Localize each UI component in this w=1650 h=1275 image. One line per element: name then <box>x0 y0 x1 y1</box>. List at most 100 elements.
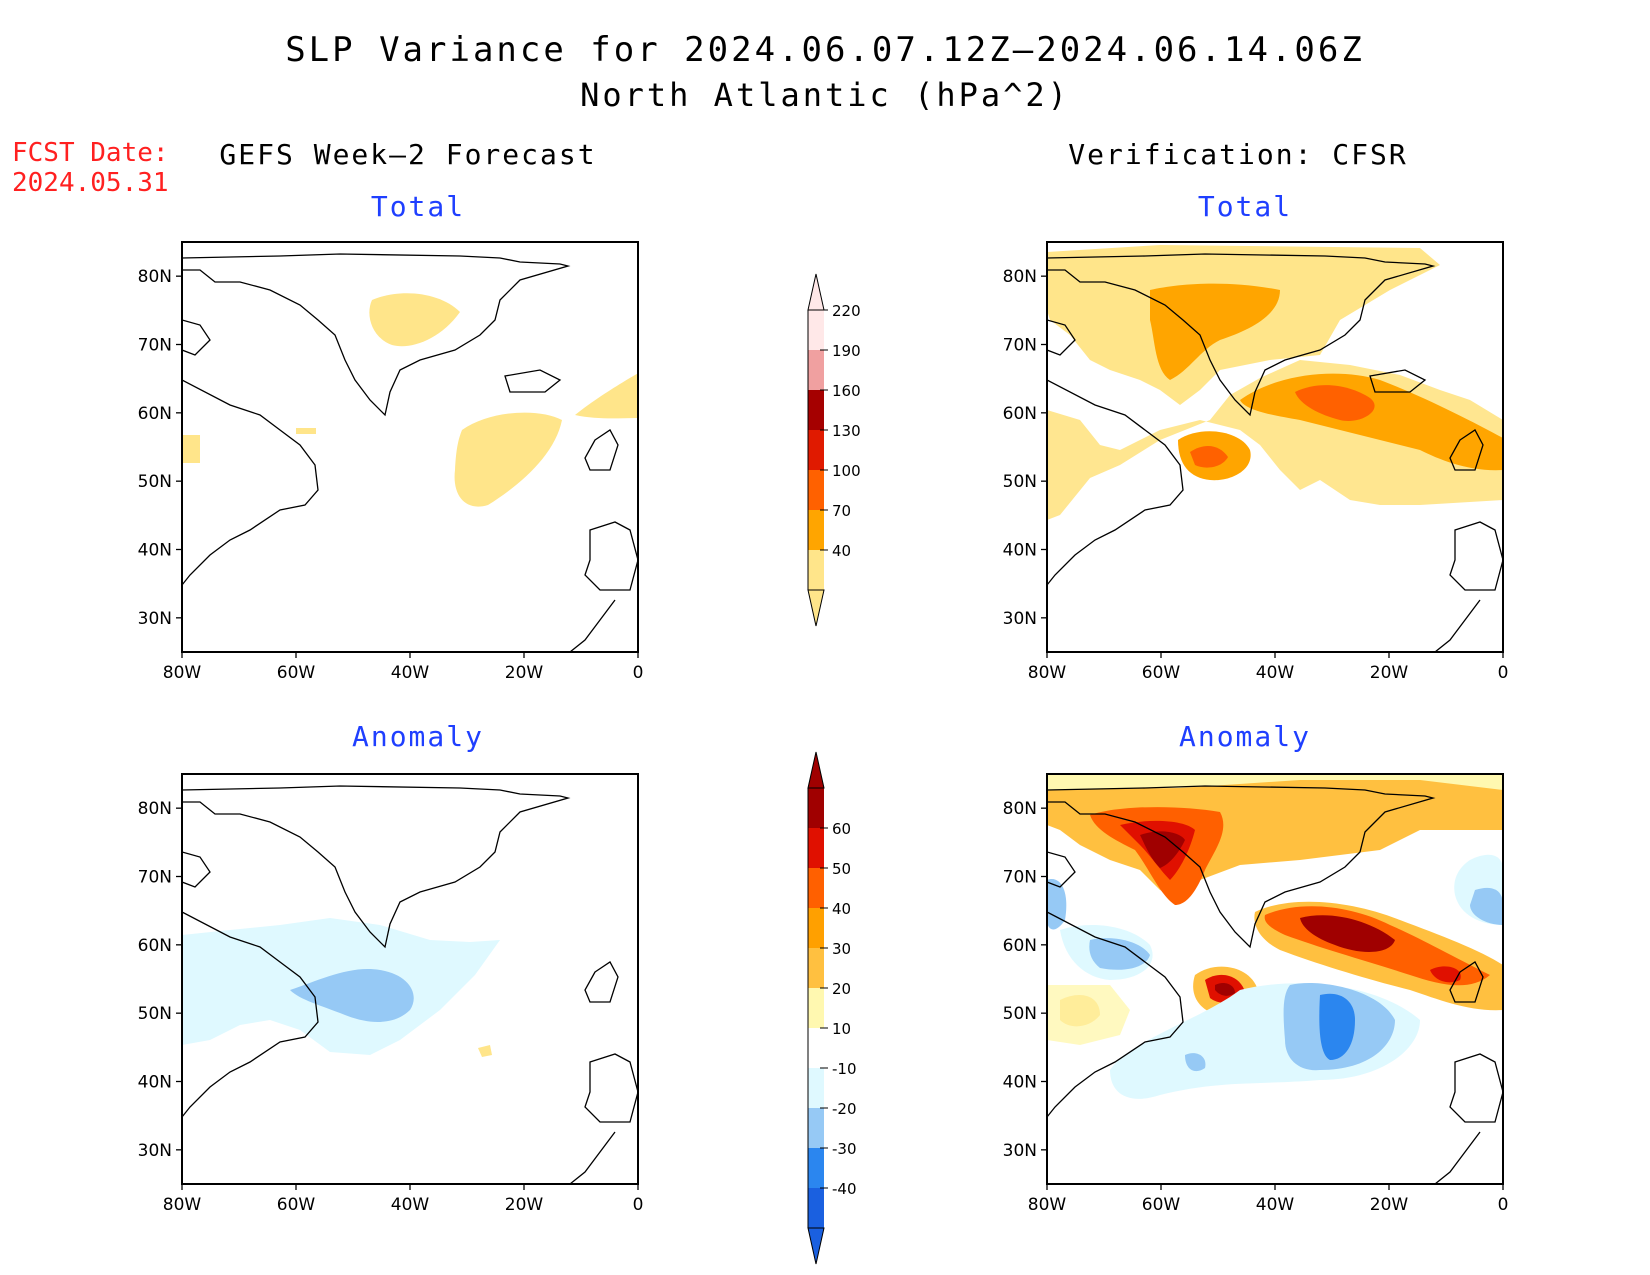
verification-total-title: Total <box>1197 190 1293 223</box>
lat-tick-label: 70N <box>138 336 172 356</box>
forecast-total-panel <box>181 241 639 653</box>
lat-tick-label: 80N <box>1003 267 1037 287</box>
lat-tick-label: 60N <box>138 936 172 956</box>
lon-tick-label: 20W <box>505 1195 544 1215</box>
lon-tick-label: 80W <box>163 1195 202 1215</box>
colorbar-level-label: -10 <box>832 1060 857 1078</box>
lat-tick-label: 30N <box>138 609 172 629</box>
verification-anomaly-panel <box>1046 773 1504 1185</box>
colorbar-box <box>808 868 824 908</box>
colorbar-level-label: 60 <box>832 820 851 838</box>
colorbar-box <box>808 1188 824 1228</box>
lat-tick-label: 30N <box>1003 609 1037 629</box>
colorbar-top-arrow <box>807 273 825 311</box>
verification-total-panel <box>1046 241 1504 653</box>
colorbar-box <box>808 350 824 390</box>
total-colorbar: 40 70 100 130 160 190 220 <box>807 273 861 627</box>
chart-title: SLP Variance for 2024.06.07.12Z–2024.06.… <box>285 30 1365 70</box>
lat-tick-label: 40N <box>1003 1073 1037 1093</box>
colorbar-level-label: -30 <box>832 1140 857 1158</box>
forecast-anomaly-coastlines <box>182 785 638 1184</box>
verification-total-coastlines <box>1047 253 1503 652</box>
colorbar-box <box>808 550 824 590</box>
colorbar-box <box>808 510 824 550</box>
fcst-date-label: FCST Date: <box>12 138 169 168</box>
lon-tick-label: 20W <box>1370 663 1409 683</box>
colorbar-level-label: 70 <box>832 502 851 520</box>
lat-tick-label: 80N <box>1003 799 1037 819</box>
lon-tick-label: 0 <box>633 1195 644 1215</box>
lat-tick-label: 70N <box>138 868 172 888</box>
forecast-anomaly-title: Anomaly <box>351 720 484 753</box>
colorbar-level-label: 40 <box>832 900 851 918</box>
verification-anomaly-fill <box>1047 774 1503 1099</box>
lon-tick-label: 0 <box>1498 663 1509 683</box>
lat-tick-label: 50N <box>138 472 172 492</box>
lon-tick-label: 80W <box>163 663 202 683</box>
colorbar-level-label: 50 <box>832 860 851 878</box>
lon-tick-label: 40W <box>391 663 430 683</box>
left-column-title: GEFS Week–2 Forecast <box>219 138 597 171</box>
verification-anomaly-coastlines <box>1047 785 1503 1184</box>
colorbar-top-arrow <box>807 751 825 789</box>
lat-tick-label: 60N <box>1003 936 1037 956</box>
fcst-date-value: 2024.05.31 <box>12 168 169 198</box>
verification-total-fill <box>1047 245 1503 520</box>
colorbar-box <box>808 390 824 430</box>
colorbar-level-label: 100 <box>832 462 861 480</box>
lon-tick-label: 40W <box>391 1195 430 1215</box>
colorbar-box <box>808 1148 824 1188</box>
lat-tick-label: 60N <box>138 404 172 424</box>
lon-tick-label: 60W <box>277 1195 316 1215</box>
colorbar-level-label: 10 <box>832 1020 851 1038</box>
lat-tick-label: 40N <box>138 1073 172 1093</box>
lat-tick-label: 70N <box>1003 336 1037 356</box>
lon-tick-label: 0 <box>633 663 644 683</box>
colorbar-box <box>808 470 824 510</box>
right-column-title: Verification: CFSR <box>1068 138 1408 171</box>
lat-tick-label: 30N <box>1003 1141 1037 1161</box>
colorbar-bottom-arrow <box>807 1227 825 1265</box>
colorbar-level-label: 30 <box>832 940 851 958</box>
colorbar-box <box>808 788 824 828</box>
anomaly-colorbar: -40 -30 -20 -10 10 20 30 40 50 60 <box>807 751 857 1265</box>
forecast-total-title: Total <box>370 190 466 223</box>
colorbar-box <box>808 430 824 470</box>
lat-tick-label: 70N <box>1003 868 1037 888</box>
forecast-total-fill <box>182 293 638 507</box>
colorbar-box <box>808 310 824 350</box>
colorbar-box <box>808 1028 824 1068</box>
colorbar-level-label: 40 <box>832 542 851 560</box>
colorbar-level-label: -20 <box>832 1100 857 1118</box>
lat-tick-label: 40N <box>1003 541 1037 561</box>
colorbar-bottom-arrow <box>807 589 825 627</box>
colorbar-level-label: 160 <box>832 382 861 400</box>
lat-tick-label: 50N <box>138 1004 172 1024</box>
lat-tick-label: 80N <box>138 799 172 819</box>
colorbar-level-label: 190 <box>832 342 861 360</box>
forecast-anomaly-fill <box>182 918 500 1057</box>
lat-tick-label: 50N <box>1003 472 1037 492</box>
lon-tick-label: 20W <box>505 663 544 683</box>
forecast-anomaly-panel <box>181 773 639 1185</box>
lon-tick-label: 20W <box>1370 1195 1409 1215</box>
colorbar-box <box>808 908 824 948</box>
colorbar-level-label: 130 <box>832 422 861 440</box>
lat-tick-label: 80N <box>138 267 172 287</box>
lon-tick-label: 40W <box>1256 1195 1295 1215</box>
lat-tick-label: 50N <box>1003 1004 1037 1024</box>
lon-tick-label: 60W <box>1142 1195 1181 1215</box>
colorbar-level-label: 20 <box>832 980 851 998</box>
colorbar-box <box>808 1108 824 1148</box>
colorbar-box <box>808 1068 824 1108</box>
lat-tick-label: 30N <box>138 1141 172 1161</box>
colorbar-level-label: 220 <box>832 302 861 320</box>
colorbar-box <box>808 948 824 988</box>
colorbar-box <box>808 828 824 868</box>
verification-anomaly-title: Anomaly <box>1178 720 1311 753</box>
chart-subtitle: North Atlantic (hPa^2) <box>580 76 1070 114</box>
axis-ticks: 80N 70N 60N 50N 40N 30N 80W 60W 40W 20W 0 80N 70N 60N… <box>138 267 1509 1215</box>
lat-tick-label: 60N <box>1003 404 1037 424</box>
lon-tick-label: 60W <box>277 663 316 683</box>
